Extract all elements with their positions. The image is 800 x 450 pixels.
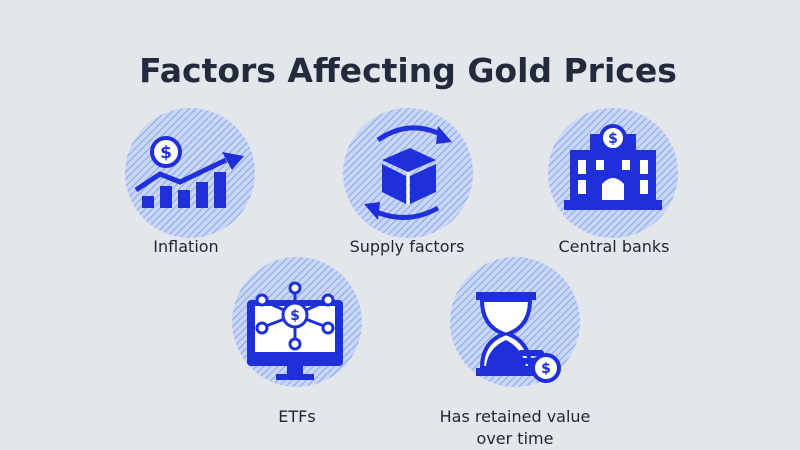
svg-text:$: $ (608, 131, 618, 147)
item-label: Supply factors (350, 237, 465, 256)
bank-icon: $ (564, 124, 662, 210)
item-label: ETFs (278, 407, 315, 426)
svg-text:$: $ (541, 361, 551, 377)
item-label: Central banks (558, 237, 669, 256)
svg-text:$: $ (160, 143, 172, 163)
icon-circle (125, 108, 255, 238)
etf-icon: $ (247, 281, 343, 380)
retained-value-item: $ Has retained value over time (440, 257, 591, 448)
title: Factors Affecting Gold Prices (139, 51, 677, 90)
item-label: Inflation (153, 237, 218, 256)
item-label: Has retained value (440, 407, 591, 426)
supply-icon (364, 125, 452, 221)
svg-text:$: $ (290, 308, 300, 324)
item-label: over time (477, 429, 554, 448)
inflation-item: $ Inflation (125, 108, 255, 256)
etfs-item: $ ETFs (232, 257, 362, 426)
inflation-icon: $ (134, 136, 244, 208)
central-banks-item: $ Central banks (548, 108, 678, 256)
supply-item: Supply factors (343, 108, 473, 256)
hourglass-icon: $ (476, 292, 561, 383)
